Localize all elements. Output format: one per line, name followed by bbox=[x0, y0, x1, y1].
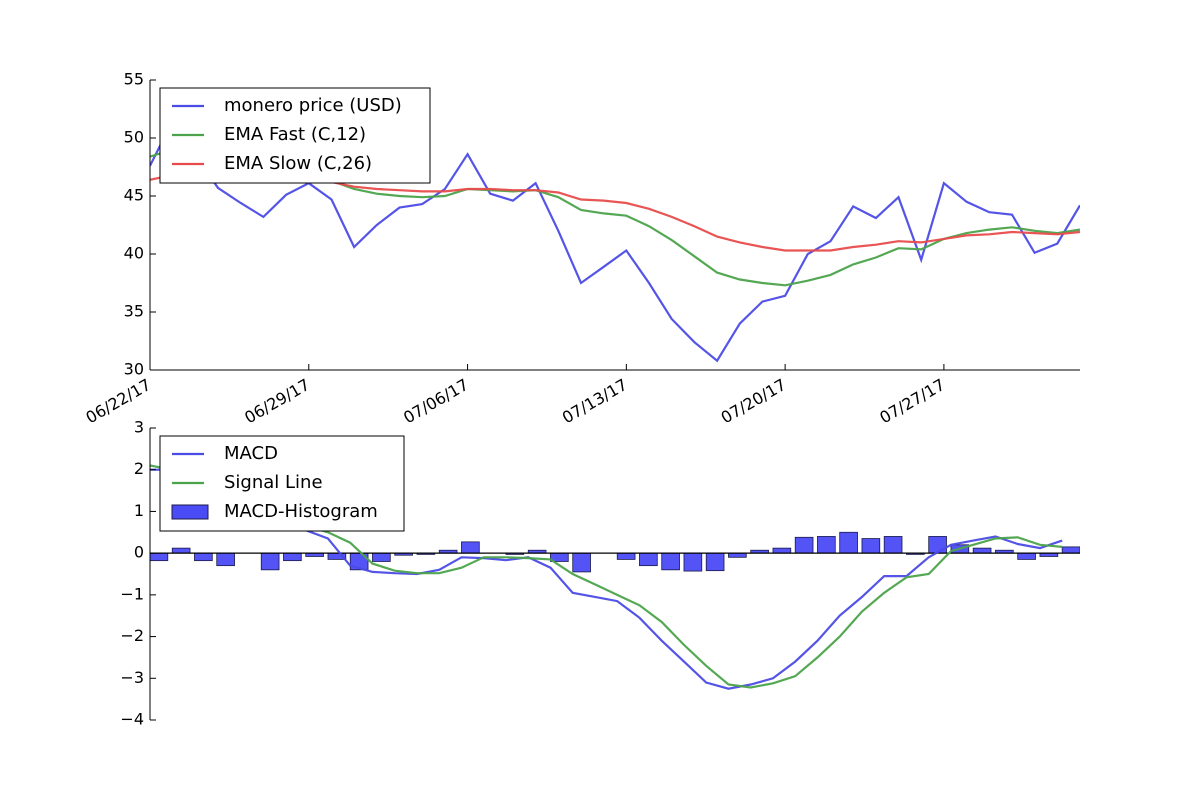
y-tick-label: 2 bbox=[134, 459, 144, 478]
histogram-bar bbox=[1017, 552, 1036, 560]
subplot: −4 −3 −2 −1 0 1 2 3 MACD Signal Line MACD-Histogra… bbox=[120, 418, 1080, 729]
histogram-bar bbox=[171, 547, 191, 554]
legend-label: MACD bbox=[224, 443, 278, 464]
histogram-bar bbox=[794, 536, 814, 554]
y-tick-label: 30 bbox=[124, 360, 144, 379]
y-tick-label: 40 bbox=[124, 244, 144, 263]
histogram-bar bbox=[728, 552, 747, 558]
legend-label: monero price (USD) bbox=[224, 95, 402, 116]
histogram-bar bbox=[883, 536, 903, 554]
x-tick-label: 07/27/17 bbox=[876, 375, 948, 427]
histogram-bar bbox=[972, 547, 992, 554]
histogram-bar bbox=[283, 552, 302, 562]
legend-label: Signal Line bbox=[224, 472, 323, 493]
histogram-bar bbox=[372, 552, 391, 562]
histogram-bar bbox=[572, 552, 591, 573]
legend: monero price (USD) EMA Fast (C,12) EMA Slo… bbox=[159, 87, 431, 184]
y-tick-label: 3 bbox=[134, 418, 144, 437]
legend-label: EMA Slow (C,26) bbox=[224, 153, 372, 174]
legend-box bbox=[159, 87, 431, 184]
legend-label: MACD-Histogram bbox=[224, 501, 378, 522]
histogram-bar bbox=[639, 552, 658, 567]
histogram-bar bbox=[461, 541, 480, 554]
y-tick-label: 50 bbox=[124, 128, 144, 147]
histogram-bar bbox=[839, 531, 858, 554]
y-tick-label: −1 bbox=[120, 584, 144, 603]
histogram-bar bbox=[705, 552, 725, 572]
x-tick-label: 06/29/17 bbox=[241, 375, 313, 427]
histogram-bar bbox=[861, 538, 881, 554]
histogram-bar bbox=[683, 552, 703, 572]
histogram-bar bbox=[928, 536, 947, 554]
y-tick-label: 1 bbox=[134, 501, 144, 520]
y-tick-label: −3 bbox=[120, 668, 144, 687]
histogram-bar bbox=[817, 536, 836, 554]
y-tick-label: 55 bbox=[124, 70, 144, 89]
histogram-bar bbox=[661, 552, 680, 571]
y-tick-label: 0 bbox=[134, 543, 144, 562]
legend: MACD Signal Line MACD-Histogram bbox=[159, 435, 405, 532]
histogram-bar bbox=[260, 552, 280, 571]
y-tick-label: 35 bbox=[124, 302, 144, 321]
series-line bbox=[150, 171, 1080, 252]
histogram-bar bbox=[1061, 546, 1080, 554]
x-tick-label: 07/06/17 bbox=[400, 375, 472, 427]
y-tick-label: 45 bbox=[124, 186, 144, 205]
histogram-bar bbox=[772, 547, 792, 554]
histogram-bar bbox=[150, 552, 169, 562]
x-tick-label: 07/13/17 bbox=[559, 375, 631, 427]
legend-swatch bbox=[171, 504, 209, 520]
y-tick-label: −4 bbox=[120, 710, 144, 729]
histogram-bar bbox=[194, 552, 213, 562]
legend-label: EMA Fast (C,12) bbox=[224, 124, 366, 145]
histogram-bar bbox=[216, 552, 235, 567]
y-tick-label: −2 bbox=[120, 626, 144, 645]
histogram-bar bbox=[616, 552, 636, 560]
x-tick-label: 07/20/17 bbox=[718, 375, 790, 427]
